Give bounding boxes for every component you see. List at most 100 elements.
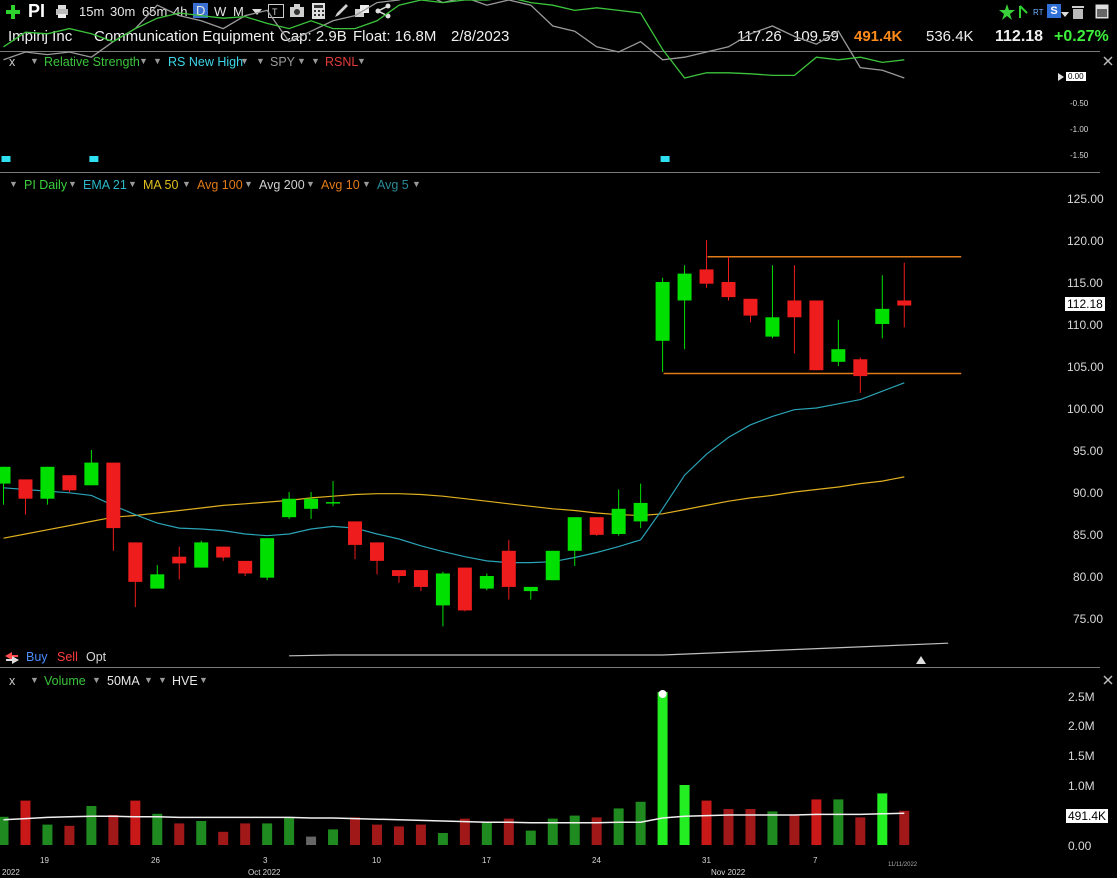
candle-body xyxy=(40,466,55,499)
50ma-dropdown-icon[interactable]: ▼ xyxy=(144,675,153,685)
rs-legend-relative-strength[interactable]: Relative Strength xyxy=(44,55,140,69)
candle-body xyxy=(326,502,341,504)
rs-legend-rsnl[interactable]: RSNL xyxy=(325,55,359,69)
add-symbol-icon[interactable] xyxy=(6,5,20,19)
tf-30m[interactable]: 30m xyxy=(110,4,136,19)
hve-dropdown-icon[interactable]: ▼ xyxy=(199,675,208,685)
tf-weekly[interactable]: W xyxy=(214,4,227,19)
share-icon[interactable] xyxy=(375,3,391,19)
rs-new-high-mark xyxy=(660,156,670,162)
volume-legend-hve[interactable]: HVE xyxy=(172,674,198,688)
last-price-tag: 112.18 xyxy=(1065,297,1105,311)
rs-legend-spy[interactable]: SPY xyxy=(270,55,296,69)
candle-body xyxy=(435,573,450,606)
tf-daily[interactable]: D xyxy=(193,3,209,18)
trade-arrows-icon[interactable] xyxy=(4,651,20,665)
rs-dropdown-icon[interactable]: ▼ xyxy=(139,56,148,66)
price-legend-avg5[interactable]: Avg 5 xyxy=(377,178,409,192)
price-legend-avg200[interactable]: Avg 200 xyxy=(259,178,305,192)
rs-newhigh-arrow-icon[interactable]: ▼ xyxy=(153,56,162,66)
price-legend-ema21[interactable]: EMA 21 xyxy=(83,178,127,192)
candle-body xyxy=(875,308,890,324)
spy-arrow-icon[interactable]: ▼ xyxy=(256,56,265,66)
rs-legend-new-high[interactable]: RS New High xyxy=(168,55,244,69)
volume-legend-volume[interactable]: Volume xyxy=(44,674,86,688)
date-tick: 26 xyxy=(151,856,160,865)
volume-pane-close-icon[interactable] xyxy=(1103,675,1113,685)
buy-button[interactable]: Buy xyxy=(26,650,48,664)
rsnl-dropdown-icon[interactable]: ▼ xyxy=(357,56,366,66)
candle-body xyxy=(369,542,384,561)
price-arrow-icon[interactable]: ▼ xyxy=(9,179,18,189)
ma50-arrow-icon[interactable]: ▼ xyxy=(128,179,137,189)
avg10-arrow-icon[interactable]: ▼ xyxy=(306,179,315,189)
scroll-to-latest-icon[interactable] xyxy=(916,656,926,664)
volume-axis-label: 1.5M xyxy=(1068,749,1095,763)
rs-pane-close[interactable]: x xyxy=(9,55,16,69)
price-legend-avg100[interactable]: Avg 100 xyxy=(197,178,243,192)
symbol-label[interactable]: PI xyxy=(28,1,46,21)
tf-monthly[interactable]: M xyxy=(233,4,244,19)
draw-pencil-icon[interactable] xyxy=(333,3,349,19)
avg200-line xyxy=(289,642,949,657)
volume-dropdown-icon[interactable]: ▼ xyxy=(92,675,101,685)
calculator-icon[interactable] xyxy=(311,3,327,19)
volume-bar xyxy=(635,801,646,845)
avg100-arrow-icon[interactable]: ▼ xyxy=(182,179,191,189)
volume-bar xyxy=(130,800,141,845)
price-legend-ma50[interactable]: MA 50 xyxy=(143,178,179,192)
candle-body xyxy=(260,538,275,578)
hve-arrow-icon[interactable]: ▼ xyxy=(158,675,167,685)
date-tick: 17 xyxy=(482,856,491,865)
rs-axis-label: -0.50 xyxy=(1070,99,1089,108)
options-button[interactable]: Opt xyxy=(86,650,107,664)
volume-bar xyxy=(328,829,339,845)
volume-bar xyxy=(745,809,756,845)
avg5-dropdown-icon[interactable]: ▼ xyxy=(412,179,421,189)
s-badge-icon[interactable]: S xyxy=(1047,4,1061,18)
rs-pane-close-icon[interactable] xyxy=(1103,56,1113,66)
rsnl-arrow-icon[interactable]: ▼ xyxy=(311,56,320,66)
candle-body xyxy=(348,521,363,545)
price-axis-label: 95.00 xyxy=(1073,444,1104,458)
avg5-arrow-icon[interactable]: ▼ xyxy=(362,179,371,189)
month-tick: 2022 xyxy=(2,868,20,877)
candle-body xyxy=(809,300,824,371)
trash-icon[interactable] xyxy=(1071,4,1085,20)
spy-dropdown-icon[interactable]: ▼ xyxy=(297,56,306,66)
volume-bar xyxy=(833,799,844,845)
timeframe-dropdown-icon[interactable] xyxy=(252,9,262,17)
candle-body xyxy=(721,282,736,298)
realtime-icon[interactable] xyxy=(1018,4,1038,20)
rs-newhigh-dropdown-icon[interactable]: ▼ xyxy=(240,56,249,66)
volume-legend-50ma[interactable]: 50MA xyxy=(107,674,140,688)
camera-icon[interactable] xyxy=(289,3,305,19)
price-legend-avg10[interactable]: Avg 10 xyxy=(321,178,360,192)
volume-bar xyxy=(569,815,580,845)
volume-axis-label: 2.5M xyxy=(1068,690,1095,704)
volume-bar xyxy=(284,817,295,845)
avg200-arrow-icon[interactable]: ▼ xyxy=(244,179,253,189)
volume-pane-close[interactable]: x xyxy=(9,674,16,688)
window-icon[interactable] xyxy=(1095,4,1109,20)
rs-axis-marker xyxy=(1058,73,1064,81)
price-legend-daily[interactable]: PI Daily xyxy=(24,178,68,192)
volume-bar xyxy=(679,785,690,845)
sell-button[interactable]: Sell xyxy=(57,650,78,664)
price-axis-label: 110.00 xyxy=(1067,318,1103,332)
volume-50ma-line xyxy=(3,812,905,824)
day-low: 109.59 xyxy=(793,28,839,45)
template-icon[interactable]: T xyxy=(268,4,284,18)
ema21-arrow-icon[interactable]: ▼ xyxy=(68,179,77,189)
print-icon[interactable] xyxy=(54,4,70,18)
tf-15m[interactable]: 15m xyxy=(79,4,105,19)
rs-new-high-mark xyxy=(89,156,99,162)
rs-arrow-icon[interactable]: ▼ xyxy=(30,56,39,66)
price-axis-label: 80.00 xyxy=(1073,570,1104,584)
candle-body xyxy=(194,542,209,568)
volume-arrow-icon[interactable]: ▼ xyxy=(30,675,39,685)
tf-4h[interactable]: 4h xyxy=(173,4,188,19)
s-dropdown-icon[interactable] xyxy=(1061,12,1069,18)
favorite-star-icon[interactable] xyxy=(999,4,1015,20)
